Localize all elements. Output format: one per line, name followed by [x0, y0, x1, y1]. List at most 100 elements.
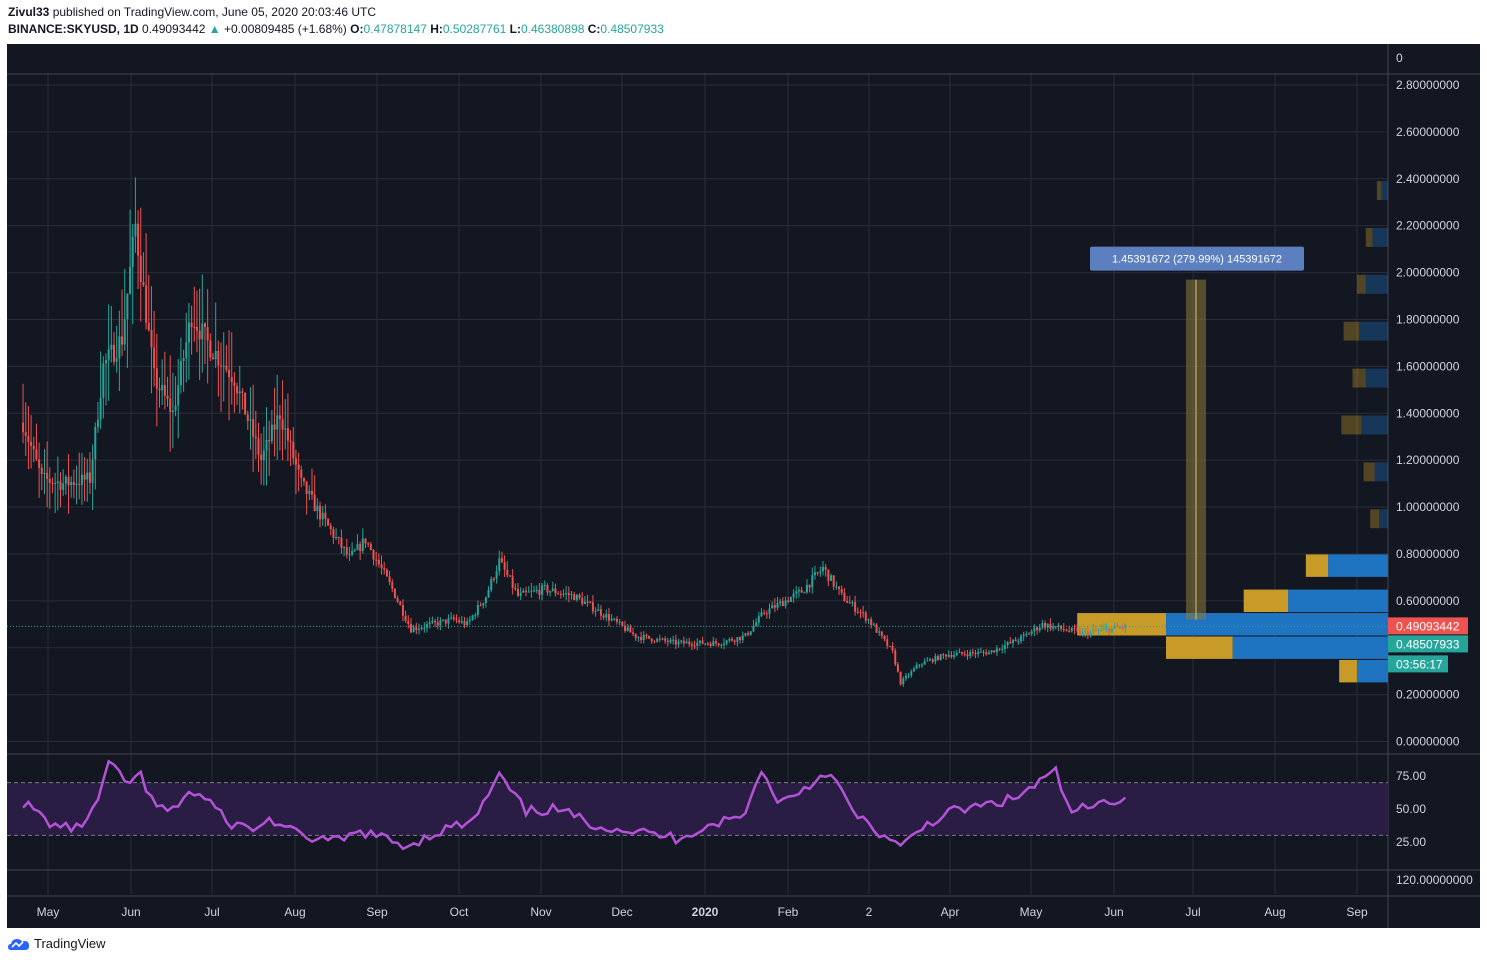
candle-body [923, 661, 926, 665]
vp-bar-down [1365, 368, 1388, 388]
candle-body [134, 223, 137, 237]
candle-body [971, 651, 974, 654]
candle-body [822, 567, 824, 572]
candle-body [846, 600, 849, 603]
candle-body [763, 612, 766, 614]
candle-body [225, 365, 228, 370]
candle-body [985, 652, 988, 655]
up-arrow-icon: ▲ [208, 22, 221, 36]
candle-body [364, 538, 367, 544]
candle-body [1100, 629, 1103, 631]
candle-body [324, 512, 327, 520]
candle-body [418, 628, 421, 631]
candle-body [503, 562, 506, 570]
candle-body [945, 654, 948, 657]
candle-body [613, 618, 616, 620]
candle-body [1094, 629, 1097, 631]
candle-body [559, 593, 562, 595]
candle-body [886, 639, 889, 646]
volume-profile [1077, 181, 1388, 683]
candle-body [458, 620, 461, 623]
candle-body [91, 459, 94, 483]
candle-body [607, 614, 610, 621]
candle-body [565, 593, 568, 595]
candle-body [1052, 626, 1055, 629]
candle-body [741, 635, 744, 640]
price-badge [1388, 655, 1448, 673]
candle-body [286, 428, 289, 441]
open-label: O: [350, 22, 364, 36]
time-axis-label: 2 [866, 905, 873, 919]
candle-body [824, 567, 827, 570]
candle-body [43, 472, 46, 475]
candle-body [864, 612, 867, 621]
measure-tool[interactable]: 1.45391672 (279.99%) 145391672 [1090, 246, 1304, 620]
candle-body [891, 646, 894, 651]
vp-bar-down [1379, 509, 1388, 529]
candle-body [1054, 626, 1057, 628]
candle-body [107, 349, 110, 361]
candle-body [854, 602, 857, 612]
candle-body [851, 602, 854, 604]
candle-body [48, 478, 51, 483]
candle-body [597, 609, 600, 612]
time-axis-label: Jun [121, 905, 140, 919]
candle-body [166, 395, 169, 399]
candle-body [819, 571, 822, 573]
vp-bar-up [1341, 415, 1362, 435]
tradingview-logo[interactable]: TradingView [8, 936, 106, 951]
price-badge-text: 03:56:17 [1396, 657, 1443, 671]
candle-body [904, 675, 907, 679]
vp-bar-up [1305, 554, 1329, 577]
candle-body [811, 575, 814, 588]
vp-bar-up [1376, 181, 1382, 200]
candle-body [519, 592, 522, 596]
candle-body [276, 415, 279, 430]
candle-body [434, 620, 437, 623]
candle-body [629, 627, 632, 633]
candle-body [511, 576, 514, 588]
candle-body [474, 615, 477, 617]
candle-body [773, 605, 776, 608]
candle-body [878, 631, 881, 633]
rsi-axis-label: 75.00 [1396, 769, 1426, 783]
candle-body [880, 631, 883, 636]
candle-body [367, 543, 370, 545]
candle-body [830, 575, 833, 581]
candle-body [270, 424, 273, 442]
vp-bar-up [1370, 509, 1380, 529]
chart-canvas[interactable]: 1.45391672 (279.99%) 145391672 0 2.800000… [0, 44, 1487, 928]
price-axis-label: 2.60000000 [1396, 125, 1460, 139]
candle-body [875, 624, 878, 633]
candle-body [228, 369, 231, 378]
candle-body [1105, 628, 1108, 630]
vp-bar-down [1372, 227, 1388, 247]
candle-body [305, 481, 308, 494]
candle-body [747, 633, 750, 635]
candle-body [1041, 623, 1044, 628]
candle-body [185, 342, 188, 359]
candle-body [771, 605, 774, 609]
candle-body [1081, 632, 1084, 635]
candle-body [244, 392, 247, 415]
candle-body [586, 601, 589, 603]
candle-body [393, 588, 396, 599]
symbol-label[interactable]: BINANCE:SKYUSD, 1D [8, 22, 139, 36]
time-axis-label: Jun [1104, 905, 1123, 919]
candle-body [549, 590, 552, 593]
rsi-axis-label: 50.00 [1396, 802, 1426, 816]
vp-bar-down [1365, 274, 1388, 294]
candle-body [327, 519, 330, 526]
candle-body [1060, 625, 1063, 629]
candle-body [626, 627, 629, 631]
candle-body [605, 614, 608, 618]
candle-body [246, 414, 249, 421]
candle-body [661, 638, 664, 640]
candle-body [717, 643, 720, 646]
high-value: 0.50287761 [442, 22, 507, 36]
candle-body [340, 537, 343, 548]
candle-body [476, 605, 479, 616]
author-name[interactable]: Zivul33 [8, 5, 50, 19]
candle-body [257, 438, 260, 455]
candle-body [187, 322, 190, 343]
